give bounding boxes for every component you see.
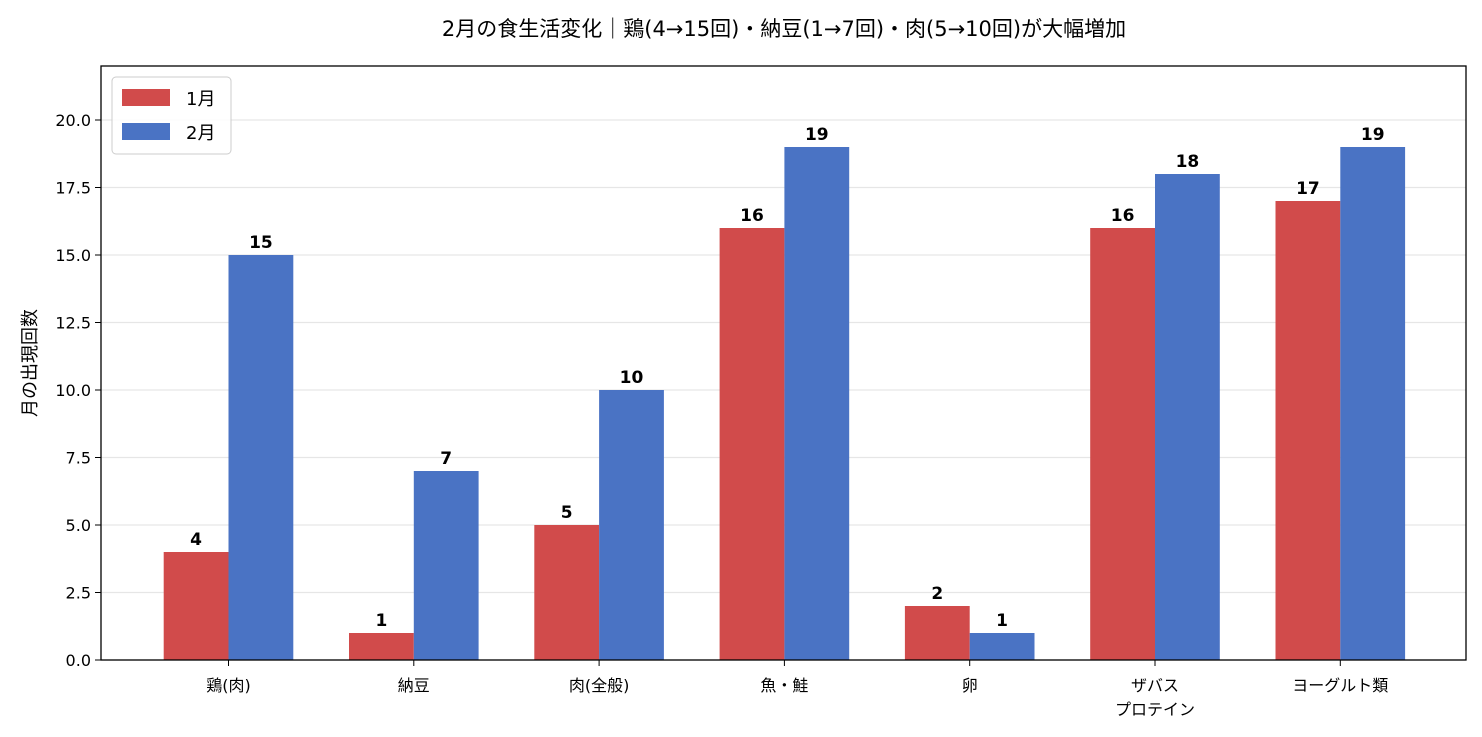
x-tick-label: 卵 — [962, 676, 978, 695]
bar-series-1-2 — [349, 633, 414, 660]
bar-series-1-6 — [1090, 228, 1155, 660]
bars — [163, 147, 1406, 660]
value-label: 7 — [440, 449, 452, 469]
bar-series-2-5 — [969, 633, 1035, 660]
legend-label-series-1: 1月 — [186, 89, 215, 110]
legend-swatch-series-2 — [122, 123, 170, 140]
bar-series-2-1 — [228, 255, 294, 660]
x-tick-label: 肉(全般) — [569, 676, 630, 695]
bar-series-2-7 — [1340, 147, 1406, 660]
value-label: 1 — [996, 611, 1008, 631]
legend-swatch-series-1 — [122, 89, 170, 106]
x-axis: 鶏(肉) 納豆 肉(全般) 魚・鮭 卵 ザバスプロテイン ヨーグルト類 — [206, 660, 1388, 719]
value-label: 1 — [375, 611, 387, 631]
bar-series-2-3 — [599, 390, 664, 660]
value-label: 16 — [1111, 206, 1135, 226]
bar-series-2-2 — [413, 471, 479, 660]
bar-series-2-6 — [1155, 174, 1220, 660]
value-label: 17 — [1296, 179, 1320, 199]
x-tick-label: 魚・鮭 — [760, 676, 808, 695]
x-tick-label: ザバスプロテイン — [1115, 676, 1195, 719]
chart-title: 2月の食生活変化｜鶏(4→15回)・納豆(1→7回)・肉(5→10回)が大幅増加 — [442, 17, 1126, 41]
y-tick-label: 7.5 — [66, 449, 91, 468]
y-axis: 0.0 2.5 5.0 7.5 10.0 12.5 15.0 17.5 20.0 — [55, 111, 101, 670]
y-tick-label: 2.5 — [66, 584, 91, 603]
value-label: 18 — [1176, 152, 1200, 172]
y-tick-label: 20.0 — [55, 111, 91, 130]
bar-series-1-1 — [163, 552, 229, 660]
bar-series-1-4 — [719, 228, 785, 660]
y-axis-label: 月の出現回数 — [20, 309, 41, 417]
bar-series-1-7 — [1275, 201, 1341, 660]
value-label: 16 — [740, 206, 764, 226]
value-label: 5 — [561, 503, 573, 523]
plot-frame — [100, 65, 1467, 661]
y-tick-label: 17.5 — [55, 179, 91, 198]
x-tick-label: 鶏(肉) — [206, 676, 251, 695]
y-tick-label: 5.0 — [66, 516, 91, 535]
value-label: 2 — [931, 584, 943, 604]
y-tick-label: 12.5 — [55, 314, 91, 333]
y-tick-label: 10.0 — [55, 381, 91, 400]
value-label: 19 — [805, 125, 829, 145]
value-label: 15 — [249, 233, 273, 253]
bar-series-1-3 — [534, 525, 600, 660]
legend: 1月 2月 — [111, 76, 232, 155]
x-tick-label: ヨーグルト類 — [1292, 676, 1388, 695]
bar-series-1-5 — [904, 606, 970, 660]
y-tick-label: 0.0 — [66, 651, 91, 670]
value-label: 4 — [190, 530, 202, 550]
value-label: 19 — [1361, 125, 1385, 145]
value-label: 10 — [620, 368, 644, 388]
x-tick-label: 納豆 — [398, 676, 430, 695]
y-tick-label: 15.0 — [55, 246, 91, 265]
legend-label-series-2: 2月 — [186, 123, 215, 144]
bar-series-2-4 — [784, 147, 850, 660]
